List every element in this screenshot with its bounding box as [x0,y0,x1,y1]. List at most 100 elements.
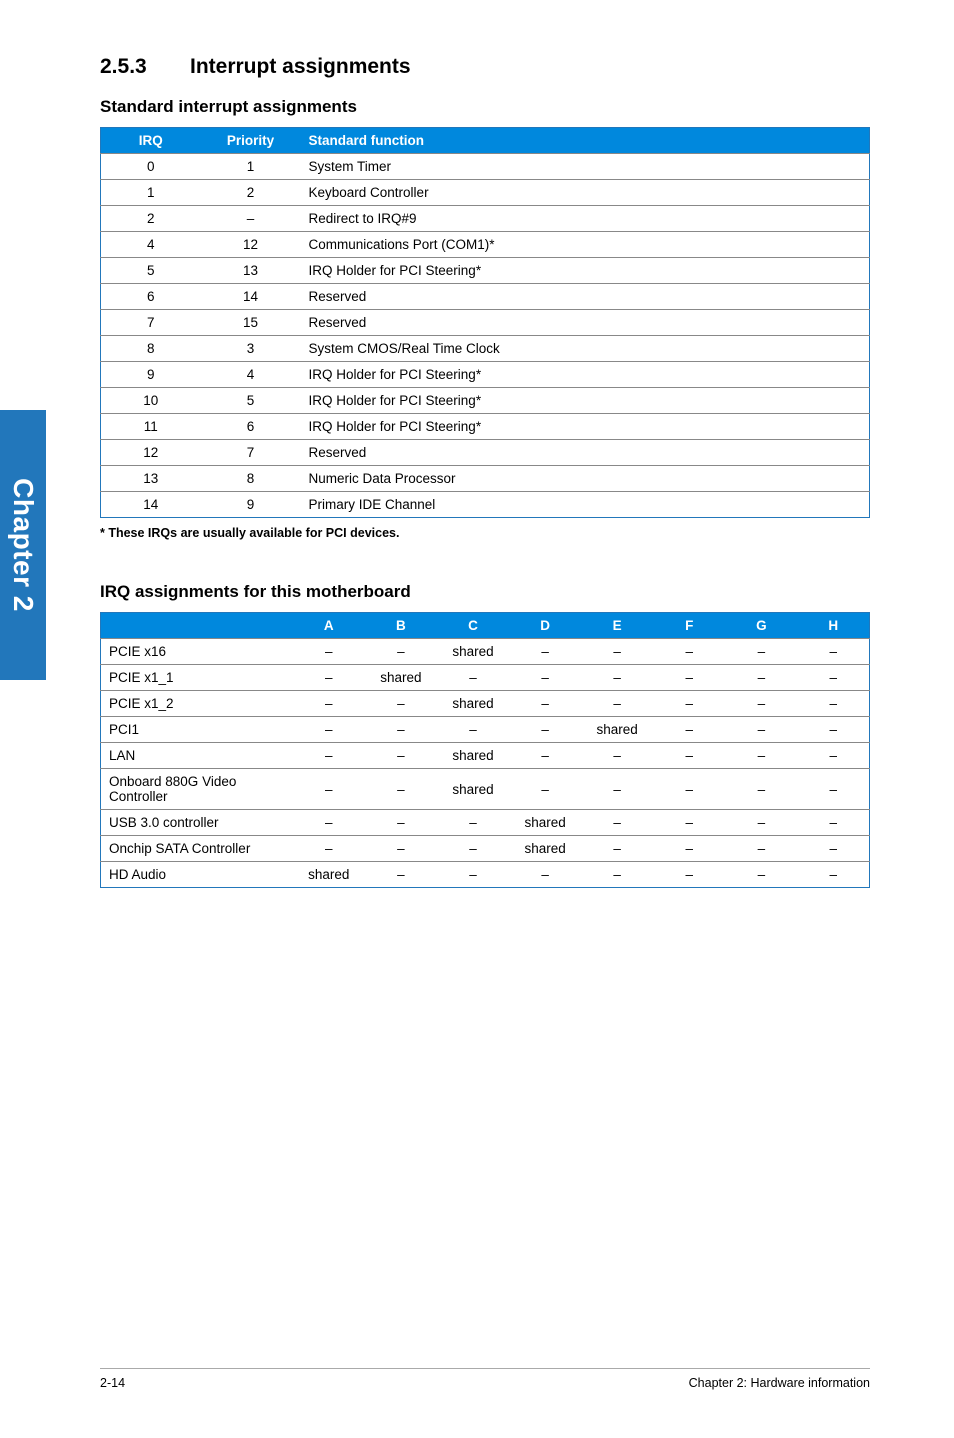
table-row: 614Reserved [101,284,870,310]
section-title: Interrupt assignments [190,55,411,78]
cell: 14 [201,284,301,310]
th-irq: IRQ [101,128,201,154]
cell: – [797,717,869,743]
cell: – [437,810,509,836]
cell: Reserved [301,284,870,310]
cell: – [437,862,509,888]
cell: 3 [201,336,301,362]
cell: – [725,743,797,769]
cell: – [437,665,509,691]
table-row: 127Reserved [101,440,870,466]
table-header-row: IRQ Priority Standard function [101,128,870,154]
cell: Reserved [301,310,870,336]
cell: 0 [101,154,201,180]
table-header-row: A B C D E F G H [101,613,870,639]
cell: – [797,836,869,862]
cell: IRQ Holder for PCI Steering* [301,362,870,388]
cell: – [581,691,653,717]
cell: 12 [201,232,301,258]
cell: 4 [201,362,301,388]
cell: shared [293,862,365,888]
th-b: B [365,613,437,639]
chapter-sidebar-tab: Chapter 2 [0,410,46,680]
th-f: F [653,613,725,639]
cell: IRQ Holder for PCI Steering* [301,388,870,414]
cell: 13 [101,466,201,492]
cell: – [725,639,797,665]
cell: – [293,743,365,769]
cell: – [653,743,725,769]
cell: shared [437,769,509,810]
cell: – [653,836,725,862]
cell: Keyboard Controller [301,180,870,206]
table-row: LAN––shared––––– [101,743,870,769]
table-row: 2–Redirect to IRQ#9 [101,206,870,232]
page-number: 2-14 [100,1376,125,1390]
cell: Primary IDE Channel [301,492,870,518]
page-content: 2.5.3Interrupt assignments Standard inte… [100,55,870,888]
cell: – [365,769,437,810]
cell: – [437,717,509,743]
cell: – [293,810,365,836]
table-row: 01System Timer [101,154,870,180]
table-row: 116IRQ Holder for PCI Steering* [101,414,870,440]
cell: 1 [101,180,201,206]
table2-body: PCIE x16––shared––––– PCIE x1_1–shared––… [101,639,870,888]
cell: – [797,639,869,665]
cell: – [365,743,437,769]
cell: 9 [201,492,301,518]
cell: PCIE x1_1 [101,665,293,691]
cell: 6 [201,414,301,440]
cell: shared [365,665,437,691]
cell: – [509,743,581,769]
cell: – [653,862,725,888]
section-heading: 2.5.3Interrupt assignments [100,55,870,79]
table1-body: 01System Timer 12Keyboard Controller 2–R… [101,154,870,518]
cell: – [725,717,797,743]
chapter-tab-label: Chapter 2 [7,478,39,612]
cell: – [653,691,725,717]
table-row: PCIE x16––shared––––– [101,639,870,665]
cell: Reserved [301,440,870,466]
th-c: C [437,613,509,639]
cell: – [797,743,869,769]
th-a: A [293,613,365,639]
cell: Onchip SATA Controller [101,836,293,862]
cell: IRQ Holder for PCI Steering* [301,258,870,284]
table-row: 94IRQ Holder for PCI Steering* [101,362,870,388]
cell: shared [581,717,653,743]
cell: – [581,862,653,888]
cell: – [797,810,869,836]
cell: 5 [201,388,301,414]
cell: – [581,810,653,836]
cell: – [725,769,797,810]
th-h: H [797,613,869,639]
cell: 4 [101,232,201,258]
cell: – [509,862,581,888]
cell: – [509,639,581,665]
table-row: 12Keyboard Controller [101,180,870,206]
cell: 14 [101,492,201,518]
cell: – [365,836,437,862]
th-g: G [725,613,797,639]
cell: – [509,691,581,717]
cell: IRQ Holder for PCI Steering* [301,414,870,440]
cell: – [293,691,365,717]
cell: – [509,769,581,810]
cell: 1 [201,154,301,180]
cell: 12 [101,440,201,466]
cell: – [725,862,797,888]
th-priority: Priority [201,128,301,154]
table1-heading: Standard interrupt assignments [100,97,870,117]
cell: – [653,717,725,743]
th-d: D [509,613,581,639]
cell: shared [509,836,581,862]
table-row: USB 3.0 controller–––shared–––– [101,810,870,836]
th-e: E [581,613,653,639]
cell: 8 [201,466,301,492]
standard-irq-table: IRQ Priority Standard function 01System … [100,127,870,518]
cell: – [293,717,365,743]
cell: LAN [101,743,293,769]
cell: – [725,836,797,862]
cell: – [797,691,869,717]
